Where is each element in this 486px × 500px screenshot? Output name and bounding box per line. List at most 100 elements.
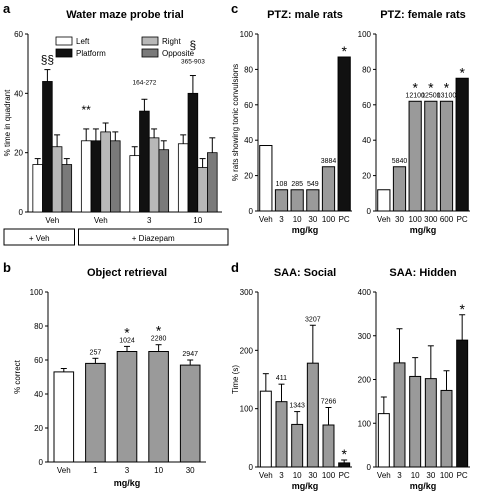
c1-y-tick-label: 100 xyxy=(240,30,254,39)
d2-title: SAA: Hidden xyxy=(389,267,457,279)
b-x-tick-label: 10 xyxy=(154,466,163,475)
c2-data-label: 5840 xyxy=(392,158,408,165)
a-group-box xyxy=(3,228,75,246)
c2-bar xyxy=(408,100,422,212)
a-x-tick-label: 10 xyxy=(193,216,202,225)
d2-bar xyxy=(440,389,453,468)
c2-data-label: 12500 xyxy=(421,92,441,99)
d2-bar xyxy=(377,413,390,468)
a-group-label: + Veh xyxy=(29,234,50,243)
d2-x-tick-label: PC xyxy=(457,471,468,480)
c2-significance-star: * xyxy=(444,79,450,95)
a-bar xyxy=(51,146,63,213)
b-bar xyxy=(148,351,169,463)
b-significance-star: * xyxy=(124,324,130,340)
b-bar xyxy=(53,371,75,463)
d2-x-tick-label: 3 xyxy=(397,471,402,480)
c1-y-tick-label: 80 xyxy=(244,65,253,74)
d2-x-tick-label: 10 xyxy=(411,471,420,480)
a-bar xyxy=(100,131,111,213)
a-legend-swatch xyxy=(55,36,73,46)
a-bar xyxy=(158,149,170,213)
c1-x-tick-label: 100 xyxy=(322,215,336,224)
a-bar xyxy=(197,167,208,213)
a-annotation: §§ xyxy=(41,53,54,67)
b-x-axis-label: mg/kg xyxy=(114,478,141,488)
c1-y-tick-label: 20 xyxy=(244,172,253,181)
d2-bar xyxy=(393,362,406,468)
c2-data-label: 13100 xyxy=(437,92,457,99)
d1-y-tick-label: 200 xyxy=(240,346,254,355)
d1-bar xyxy=(291,423,304,468)
a-x-tick-label: Veh xyxy=(94,216,108,225)
d1-x-tick-label: PC xyxy=(339,471,350,480)
a-annotation: 164-272 xyxy=(132,79,156,86)
d1-significance-star: * xyxy=(341,446,347,462)
b-x-tick-label: 3 xyxy=(125,466,130,475)
panel-letter-c: c xyxy=(231,1,238,16)
b-y-tick-label: 40 xyxy=(34,390,43,399)
c2-x-tick-label: PC xyxy=(457,215,468,224)
b-x-tick-label: 30 xyxy=(186,466,195,475)
c2-bar xyxy=(455,77,469,212)
a-bar xyxy=(32,164,43,213)
d1-bar xyxy=(306,362,319,468)
c2-x-tick-label: 100 xyxy=(408,215,422,224)
c1-bar xyxy=(290,189,304,212)
c2-x-axis-label: mg/kg xyxy=(410,225,437,235)
a-legend-label: Opposite xyxy=(162,49,195,58)
a-legend-swatch xyxy=(141,48,159,58)
c2-significance-star: * xyxy=(428,79,434,95)
b-data-label: 257 xyxy=(90,349,102,356)
a-legend-swatch xyxy=(141,36,159,46)
d2-y-tick-label: 300 xyxy=(358,332,372,341)
a-legend-swatch xyxy=(55,48,73,58)
a-x-tick-label: 3 xyxy=(147,216,152,225)
d1-y-tick-label: 100 xyxy=(240,405,254,414)
a-bar xyxy=(177,143,189,213)
b-x-tick-label: 1 xyxy=(93,466,98,475)
a-y-tick-label: 60 xyxy=(14,30,23,39)
c2-bar xyxy=(392,166,407,212)
c2-bar xyxy=(439,100,454,212)
d2-bar xyxy=(409,375,422,468)
d2-x-tick-label: 100 xyxy=(440,471,454,480)
a-y-tick-label: 40 xyxy=(14,89,23,98)
d2-y-tick-label: 200 xyxy=(358,376,372,385)
a-annotation: ** xyxy=(82,103,92,117)
d1-x-tick-label: 10 xyxy=(293,471,302,480)
c2-y-tick-label: 0 xyxy=(367,207,372,216)
a-y-axis-label: % time in quadrant xyxy=(3,89,12,156)
b-data-label: 1024 xyxy=(119,337,135,344)
c2-x-tick-label: 30 xyxy=(395,215,404,224)
d1-title: SAA: Social xyxy=(274,267,336,279)
c2-significance-star: * xyxy=(459,64,465,80)
b-title: Object retrieval xyxy=(87,267,167,279)
b-bar xyxy=(179,364,201,463)
c1-bar xyxy=(337,56,351,212)
b-bar xyxy=(85,362,106,463)
a-x-tick-label: Veh xyxy=(45,216,59,225)
c1-data-label: 108 xyxy=(276,181,288,188)
d2-x-tick-label: Veh xyxy=(377,471,391,480)
c1-data-label: 3884 xyxy=(321,158,337,165)
c2-y-tick-label: 100 xyxy=(358,30,372,39)
d1-data-label: 1343 xyxy=(289,403,305,410)
c1-x-tick-label: PC xyxy=(339,215,350,224)
d1-x-tick-label: 30 xyxy=(308,471,317,480)
b-y-tick-label: 80 xyxy=(34,322,43,331)
c2-significance-star: * xyxy=(412,79,418,95)
a-bar xyxy=(129,155,140,213)
a-bar xyxy=(139,110,150,213)
a-y-tick-label: 20 xyxy=(14,149,23,158)
a-bar xyxy=(90,140,102,213)
c2-title: PTZ: female rats xyxy=(380,9,466,21)
a-annotation: § xyxy=(190,38,197,52)
d1-y-axis-label: Time (s) xyxy=(231,365,240,394)
b-y-tick-label: 60 xyxy=(34,356,43,365)
c1-y-tick-label: 0 xyxy=(249,207,254,216)
b-y-tick-label: 100 xyxy=(30,288,44,297)
panel-letter-d: d xyxy=(231,260,239,275)
c2-x-tick-label: 600 xyxy=(440,215,454,224)
